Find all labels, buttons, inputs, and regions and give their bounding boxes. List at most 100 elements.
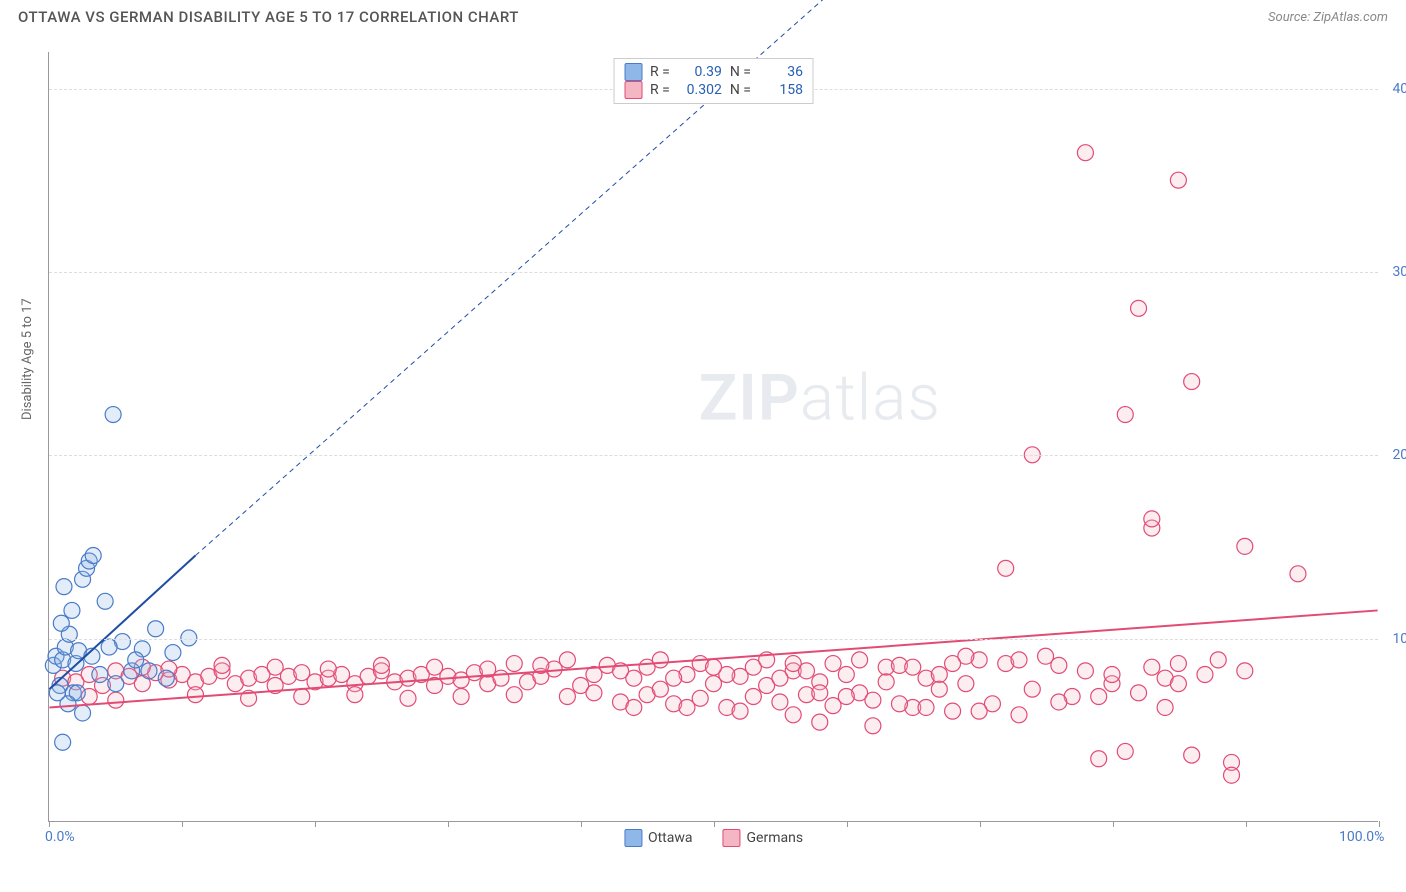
data-point [706, 659, 722, 675]
data-point [652, 652, 668, 668]
data-point [1170, 676, 1186, 692]
data-point [878, 674, 894, 690]
data-point [347, 687, 363, 703]
data-point [320, 661, 336, 677]
data-point [891, 696, 907, 712]
x-tick-mark [1113, 821, 1114, 827]
data-point [214, 657, 230, 673]
data-point [92, 667, 108, 683]
data-point [1224, 767, 1240, 783]
data-point [1144, 659, 1160, 675]
data-point [1184, 374, 1200, 390]
data-point [1184, 747, 1200, 763]
data-point [56, 579, 72, 595]
legend-stats-row-germans: R = 0.302 N = 158 [624, 81, 803, 99]
data-point [1210, 652, 1226, 668]
legend-item-ottawa: Ottawa [624, 829, 693, 847]
x-tick-mark [581, 821, 582, 827]
data-point [865, 718, 881, 734]
data-point [1117, 407, 1133, 423]
data-point [1051, 694, 1067, 710]
x-tick-mark [980, 821, 981, 827]
data-point [506, 656, 522, 672]
chart-plot-area: ZIPatlas R = 0.39 N = 36 R = 0.302 N = 1… [48, 52, 1378, 822]
data-point [1290, 566, 1306, 582]
data-point [1117, 743, 1133, 759]
data-point [1237, 538, 1253, 554]
data-point [679, 699, 695, 715]
data-point [294, 689, 310, 705]
data-point [918, 699, 934, 715]
data-point [931, 681, 947, 697]
data-point [1157, 699, 1173, 715]
gridline [49, 639, 1378, 640]
data-point [971, 703, 987, 719]
x-tick-label: 100.0% [1339, 829, 1384, 845]
x-tick-mark [182, 821, 183, 827]
data-point [852, 652, 868, 668]
r-label: R = [650, 82, 670, 98]
data-point [97, 593, 113, 609]
data-point [732, 703, 748, 719]
data-point [1051, 657, 1067, 673]
data-point [1011, 652, 1027, 668]
data-point [838, 689, 854, 705]
data-point [586, 685, 602, 701]
data-point [652, 681, 668, 697]
data-point [506, 687, 522, 703]
data-point [141, 663, 157, 679]
n-value-ottawa: 36 [759, 64, 803, 80]
data-point [85, 548, 101, 564]
data-point [931, 667, 947, 683]
y-tick-label: 40.0% [1392, 81, 1406, 97]
n-label: N = [730, 64, 751, 80]
data-point [55, 734, 71, 750]
legend-swatch-ottawa-b [624, 829, 642, 847]
data-point [101, 639, 117, 655]
legend-label-germans: Germans [746, 830, 803, 846]
data-point [1077, 663, 1093, 679]
data-point [75, 705, 91, 721]
x-tick-mark [1246, 821, 1247, 827]
data-point [559, 689, 575, 705]
data-point [945, 703, 961, 719]
data-point [1170, 172, 1186, 188]
legend-swatch-germans [624, 81, 642, 99]
gridline [49, 272, 1378, 273]
data-point [165, 645, 181, 661]
data-point [772, 694, 788, 710]
legend-stats-box: R = 0.39 N = 36 R = 0.302 N = 158 [613, 58, 814, 104]
x-tick-label: 0.0% [45, 829, 75, 845]
data-point [1131, 685, 1147, 701]
data-point [187, 687, 203, 703]
data-point [1091, 689, 1107, 705]
data-point [128, 652, 144, 668]
data-point [158, 670, 174, 686]
legend-stats-row-ottawa: R = 0.39 N = 36 [624, 63, 803, 81]
r-value-ottawa: 0.39 [678, 64, 722, 80]
data-point [108, 676, 124, 692]
data-point [1011, 707, 1027, 723]
data-point [958, 676, 974, 692]
data-point [64, 602, 80, 618]
data-point [1144, 511, 1160, 527]
r-value-germans: 0.302 [678, 82, 722, 98]
data-point [427, 659, 443, 675]
x-tick-mark [1379, 821, 1380, 827]
legend-label-ottawa: Ottawa [648, 830, 693, 846]
legend-swatch-germans-b [722, 829, 740, 847]
data-point [838, 667, 854, 683]
data-point [812, 685, 828, 701]
legend-bottom: Ottawa Germans [624, 829, 803, 847]
source-label: Source: ZipAtlas.com [1268, 10, 1388, 25]
y-tick-label: 30.0% [1392, 264, 1406, 280]
x-tick-mark [315, 821, 316, 827]
data-point [148, 621, 164, 637]
data-point [373, 657, 389, 673]
r-label: R = [650, 64, 670, 80]
data-point [1104, 667, 1120, 683]
data-point [453, 689, 469, 705]
n-value-germans: 158 [759, 82, 803, 98]
legend-item-germans: Germans [722, 829, 803, 847]
data-point [1091, 751, 1107, 767]
